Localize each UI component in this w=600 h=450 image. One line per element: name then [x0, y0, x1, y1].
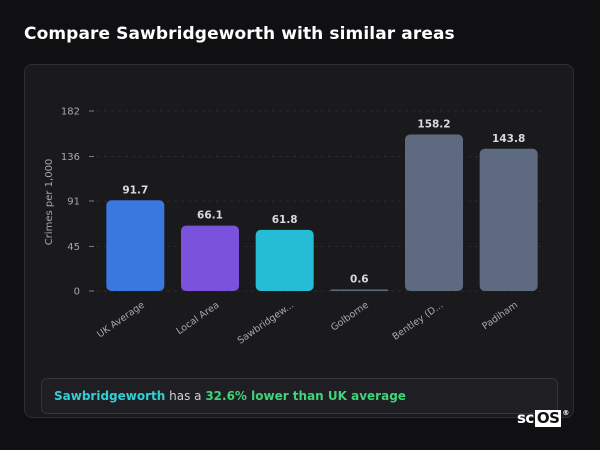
summary-delta: 32.6% lower than UK average [205, 389, 406, 403]
y-tick-label: 91 [67, 197, 80, 208]
bar-value-label: 91.7 [122, 184, 148, 196]
bar [255, 229, 314, 291]
bar-value-label: 0.6 [350, 274, 369, 286]
comparison-summary: Sawbridgeworth has a 32.6% lower than UK… [41, 378, 558, 414]
bar [405, 134, 463, 291]
y-axis-label: Crimes per 1,000 [44, 159, 55, 246]
summary-place: Sawbridgeworth [54, 389, 166, 403]
bar-value-label: 158.2 [417, 119, 450, 131]
y-tick-label: 45 [67, 242, 80, 253]
x-tick-label: Sawbridgew... [236, 300, 296, 347]
x-tick-label: Golborne [329, 300, 371, 334]
comparison-card: 0 45 91 136 182 Crimes per 1,000 91.7 UK Averag… [24, 64, 574, 418]
crime-comparison-chart: 0 45 91 136 182 Crimes per 1,000 91.7 UK Averag… [44, 107, 545, 347]
bar [479, 148, 538, 291]
page-title: Compare Sawbridgeworth with similar area… [24, 24, 455, 44]
bar-value-label: 66.1 [197, 210, 223, 222]
x-tick-label: Bentley (D... [390, 300, 445, 343]
bar-value-label: 143.8 [492, 133, 525, 145]
bar-value-label: 61.8 [272, 214, 298, 226]
x-tick-label: UK Average [95, 300, 147, 341]
x-tick-label: Local Area [175, 300, 222, 337]
bar [106, 200, 165, 291]
x-tick-label: Padiham [480, 300, 520, 332]
summary-middle-text: has a [165, 389, 206, 403]
y-tick-label: 0 [74, 287, 80, 298]
y-tick-label: 182 [61, 107, 80, 118]
bar [181, 225, 239, 291]
y-tick-label: 136 [61, 152, 80, 163]
scos-logo: sc OS ® [517, 409, 569, 427]
bar [330, 289, 389, 291]
